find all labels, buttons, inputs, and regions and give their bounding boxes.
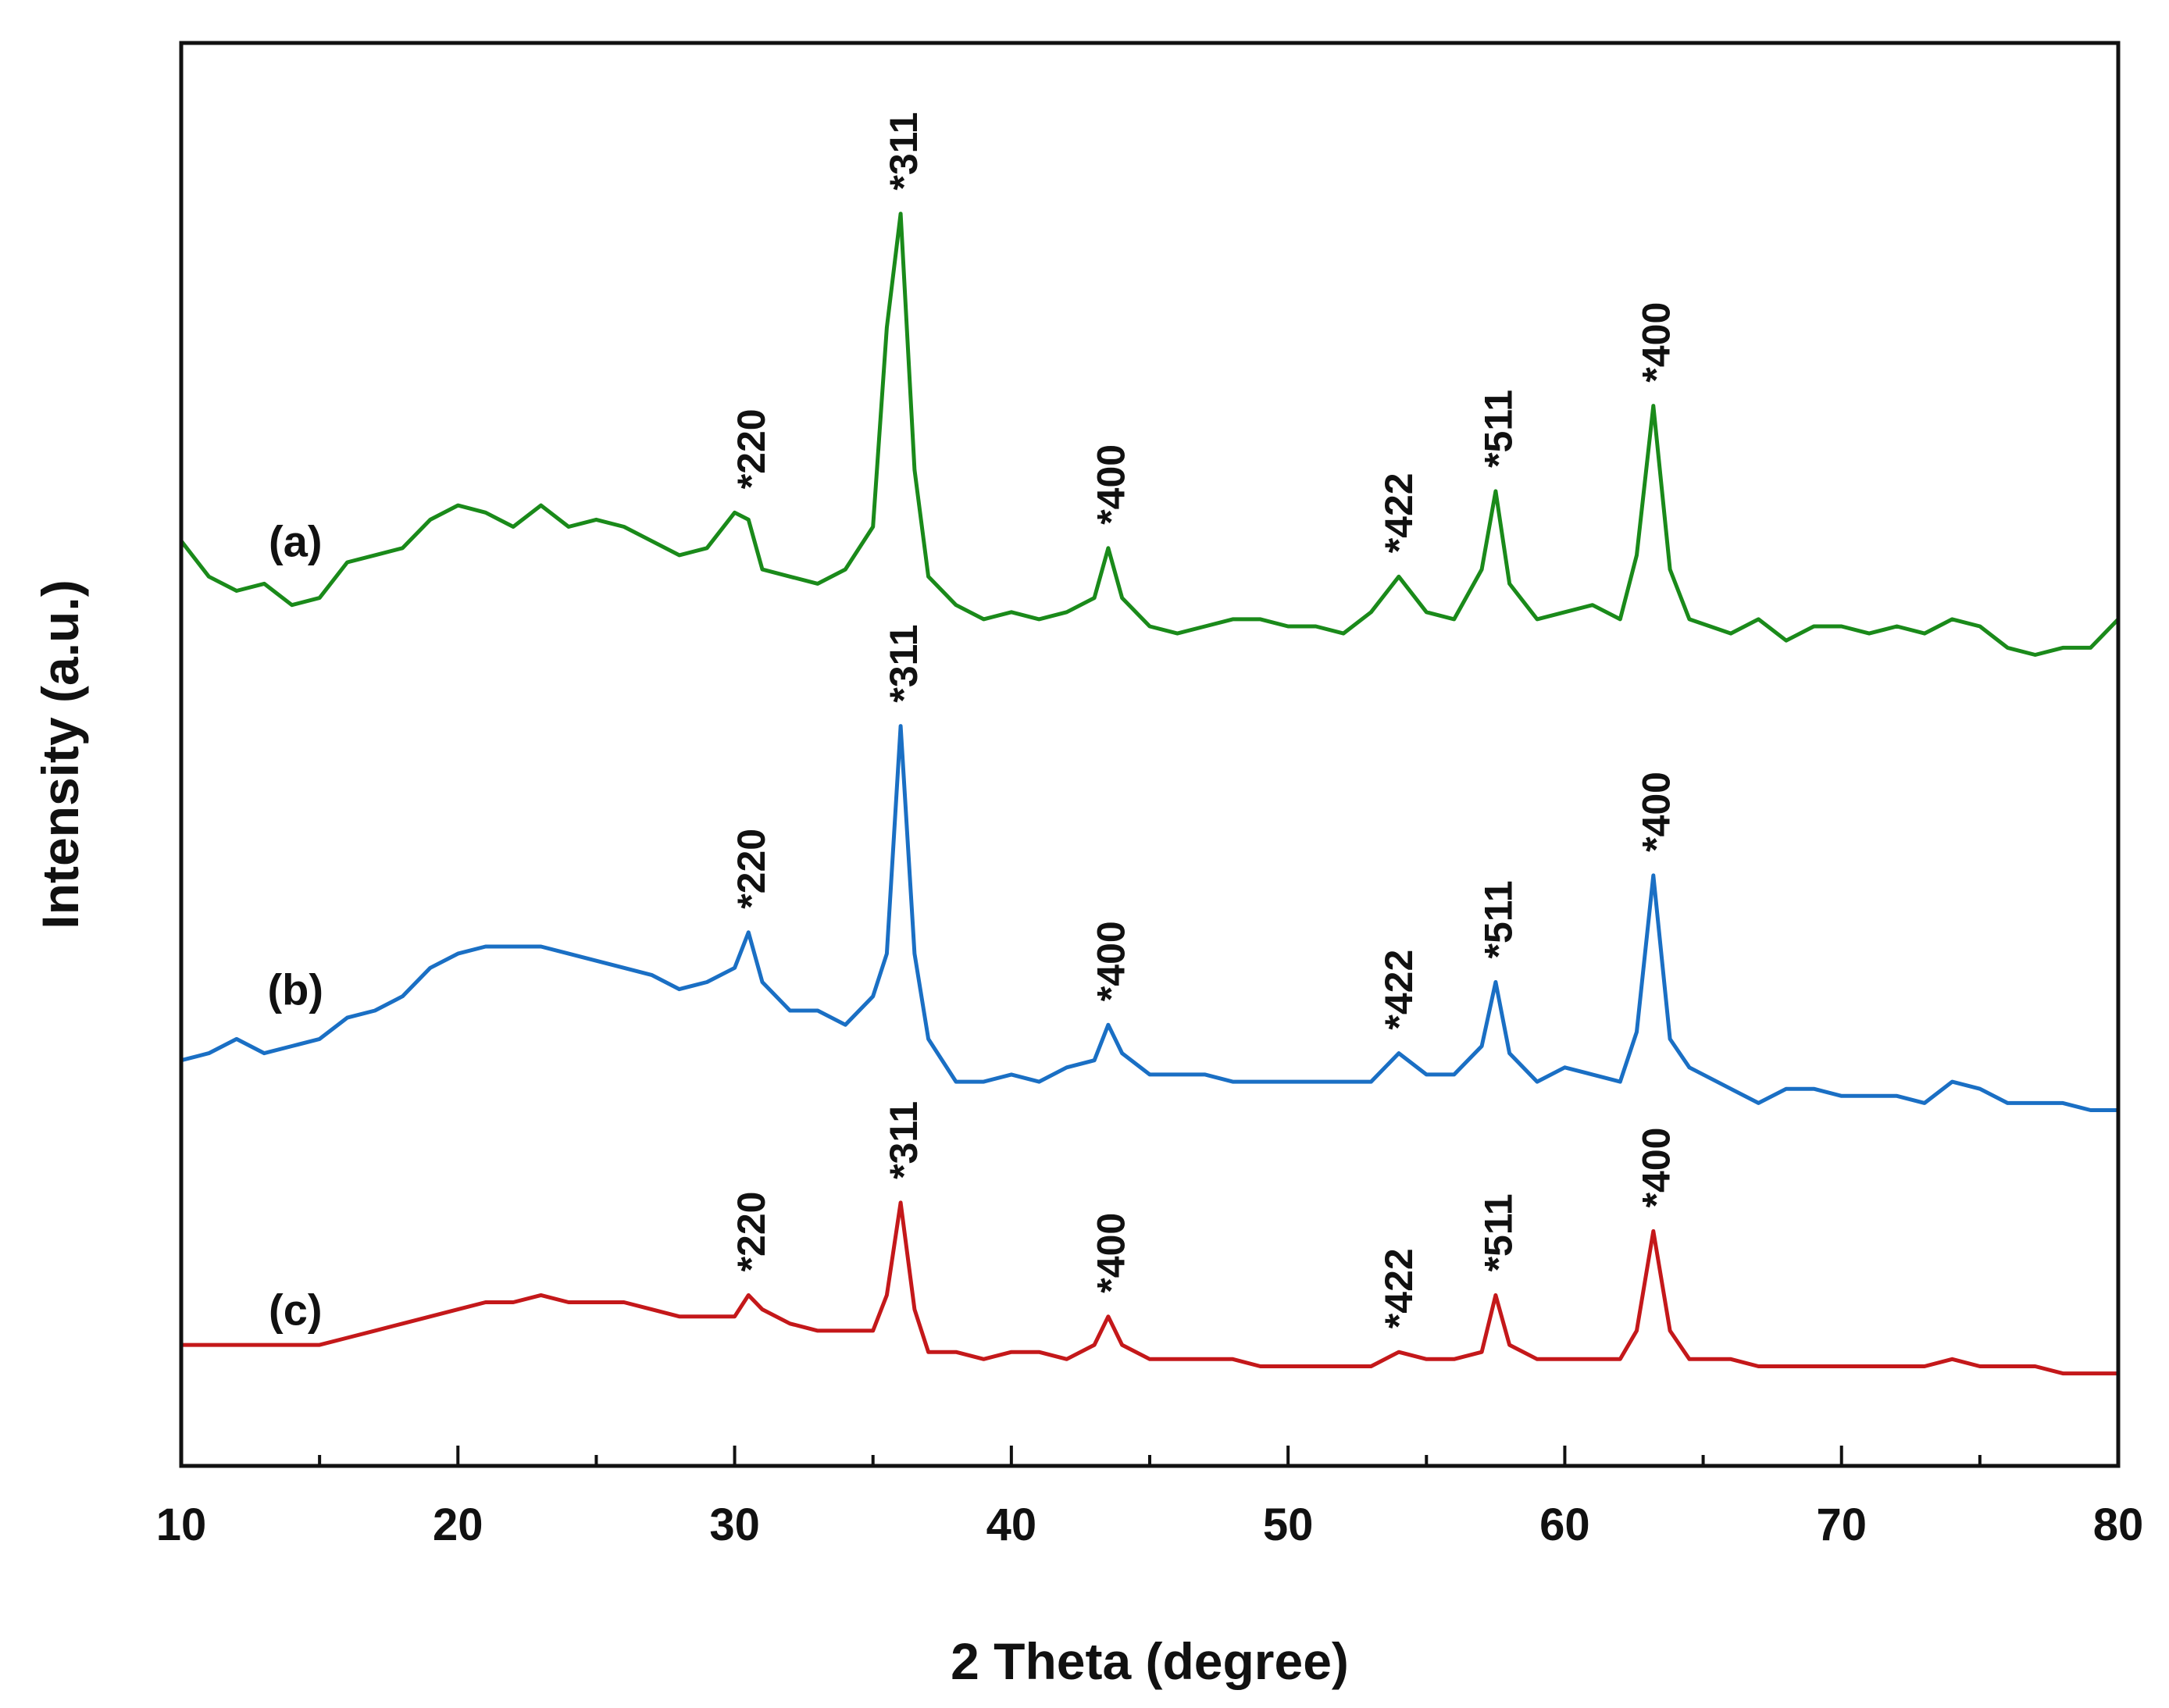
series-label-2: (c) — [269, 1285, 322, 1335]
peak-label-5: *400 — [1634, 302, 1678, 383]
x-tick-label-0: 10 — [156, 1499, 207, 1550]
x-tick-label-4: 50 — [1263, 1499, 1314, 1550]
axis-layer: 10 20 30 40 50 60 70 80 — [156, 1446, 2144, 1550]
peak-label-8: *400 — [1090, 921, 1133, 1001]
y-axis-title: Intensity (a.u.) — [31, 579, 89, 929]
peak-label-7: *311 — [882, 624, 926, 702]
x-tick-label-7: 80 — [2093, 1499, 2144, 1550]
x-tick-label-6: 70 — [1816, 1499, 1867, 1550]
peak-label-3: *422 — [1377, 472, 1421, 553]
peak-label-13: *311 — [882, 1101, 926, 1179]
annotation-layer: (a) (b) (c) *220 *311 *400 *422 *511 *400 *220 *31… — [268, 112, 1678, 1334]
series-label-0: (a) — [269, 517, 322, 566]
peak-label-6: *220 — [730, 829, 773, 909]
peak-label-14: *400 — [1090, 1213, 1133, 1293]
series-line-2 — [179, 1200, 2121, 1376]
peak-label-9: *422 — [1377, 950, 1421, 1030]
peak-label-2: *400 — [1090, 444, 1133, 525]
x-tick-label-2: 30 — [709, 1499, 760, 1550]
x-tick-label-1: 20 — [433, 1499, 483, 1550]
peak-label-17: *400 — [1634, 1128, 1678, 1208]
series-label-1: (b) — [268, 965, 324, 1014]
x-axis-title: 2 Theta (degree) — [951, 1632, 1349, 1690]
series-layer — [179, 212, 2121, 1376]
peak-label-12: *220 — [730, 1192, 773, 1272]
peak-label-1: *311 — [882, 112, 926, 190]
peak-label-11: *400 — [1634, 772, 1678, 852]
series-line-0 — [179, 212, 2121, 657]
x-tick-label-3: 40 — [986, 1499, 1037, 1550]
peak-label-15: *422 — [1377, 1248, 1421, 1328]
x-tick-label-5: 60 — [1539, 1499, 1590, 1550]
series-line-1 — [179, 724, 2121, 1112]
peak-label-4: *511 — [1477, 390, 1521, 468]
plot-frame — [179, 41, 2121, 1468]
peak-label-10: *511 — [1477, 880, 1521, 958]
peak-label-16: *511 — [1477, 1193, 1521, 1271]
peak-label-0: *220 — [730, 408, 773, 489]
